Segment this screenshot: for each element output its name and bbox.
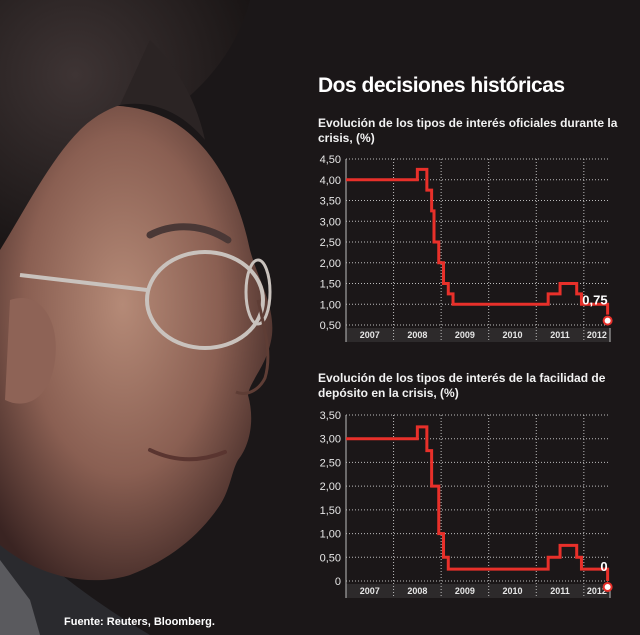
chart-1-x-tick-label: 2012 — [587, 330, 607, 340]
chart-2-x-tick-label: 2007 — [360, 586, 380, 596]
chart-1-y-tick-label: 2,00 — [320, 258, 341, 270]
chart-1-x-tick-label: 2007 — [360, 330, 380, 340]
chart-1-x-axis-band — [346, 328, 610, 342]
chart-1-x-tick-label: 2008 — [407, 330, 427, 340]
chart-2-y-tick-label: 3,00 — [320, 434, 341, 446]
chart-1-x-tick-label: 2009 — [455, 330, 475, 340]
chart-1-y-tick-label: 4,00 — [320, 175, 341, 187]
chart-2-y-tick-label: 2,00 — [320, 481, 341, 493]
chart-1-title: Evolución de los tipos de interés oficia… — [318, 116, 618, 145]
chart-1-series-line — [346, 167, 610, 315]
chart-2-y-tick-label: 2,50 — [320, 457, 341, 469]
chart-2-x-axis-band — [346, 584, 610, 598]
chart-1-y-tick-label: 3,00 — [320, 216, 341, 228]
chart-1-y-tick-label: 1,00 — [320, 299, 341, 311]
chart-1-y-tick-label: 2,50 — [320, 237, 341, 249]
chart-2-title: Evolución de los tipos de interés de la … — [318, 371, 606, 400]
chart-2-x-tick-label: 2012 — [587, 586, 607, 596]
page-title: Dos decisiones históricas — [318, 74, 565, 97]
chart-1-end-value-label: 0,75 — [582, 293, 607, 308]
chart-1-y-tick-label: 1,50 — [320, 279, 341, 291]
chart-2-y-tick-label: 1,50 — [320, 505, 341, 517]
chart-2-x-tick-label: 2011 — [550, 586, 570, 596]
chart-1-y-tick-label: 3,50 — [320, 196, 341, 208]
chart-2-y-tick-label: 3,50 — [320, 410, 341, 422]
chart-2-end-value-label: 0 — [600, 559, 607, 574]
chart-1-y-tick-label: 4,50 — [320, 154, 341, 166]
chart-2-y-tick-label: 0,50 — [320, 552, 341, 564]
chart-2-y-tick-label: 0 — [335, 576, 341, 588]
chart-1-end-marker — [602, 315, 613, 326]
chart-2-end-marker — [602, 582, 613, 592]
chart-2-x-tick-label: 2010 — [502, 586, 522, 596]
chart-2-x-tick-label: 2009 — [455, 586, 475, 596]
chart-1-y-tick-label: 0,50 — [320, 320, 341, 332]
source-note: Fuente: Reuters, Bloomberg. — [64, 616, 215, 628]
chart-2-y-tick-label: 1,00 — [320, 529, 341, 541]
chart-2-x-tick-label: 2008 — [407, 586, 427, 596]
chart-1-x-tick-label: 2010 — [502, 330, 522, 340]
chart-1-x-tick-label: 2011 — [550, 330, 570, 340]
chart-2-series-line — [346, 425, 610, 581]
